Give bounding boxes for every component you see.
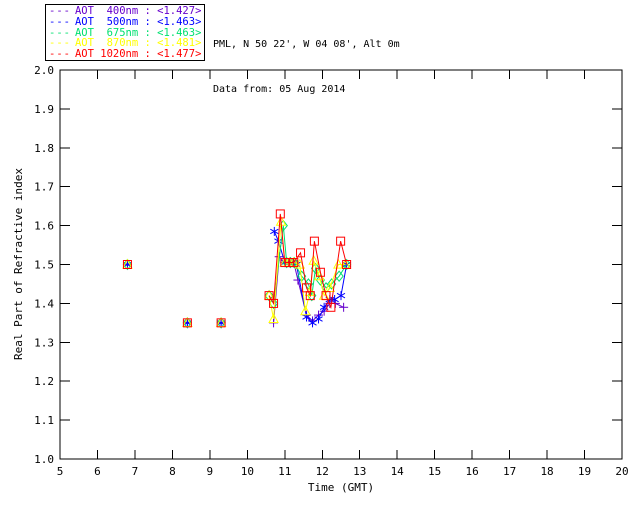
marker-asterisk (314, 316, 323, 322)
legend-entry-2: --- AOT 675nm : <1.463> (49, 26, 204, 39)
marker-diamond (216, 317, 226, 329)
x-tick-label: 14 (391, 465, 405, 478)
x-tick-label: 11 (278, 465, 291, 478)
marker-square (326, 302, 336, 312)
header-date: Data from: 05 Aug 2014 (213, 84, 346, 95)
y-tick-label: 1.6 (34, 220, 54, 233)
marker-square (321, 291, 331, 301)
legend-entry-label: AOT 870nm : <1.481> (74, 37, 202, 50)
x-tick-label: 13 (353, 465, 366, 478)
legend-box: --- AOT 400nm : <1.427> --- AOT 500nm : <1.… (45, 4, 205, 61)
x-tick-label: 20 (615, 465, 628, 478)
y-tick-label: 1.4 (34, 297, 54, 310)
marker-diamond (182, 317, 193, 329)
x-axis-label: Time (GMT) (308, 481, 374, 494)
legend-line-sample: --- (49, 37, 71, 50)
marker-square (275, 209, 285, 219)
y-tick-label: 2.0 (34, 64, 54, 77)
x-tick-label: 16 (466, 465, 479, 478)
x-tick-label: 18 (540, 465, 553, 478)
legend-entry-3: --- AOT 870nm : <1.481> (49, 38, 204, 49)
marker-square (122, 260, 132, 269)
series-aot-1020nm (122, 209, 352, 328)
y-tick-label: 1.2 (34, 375, 54, 388)
x-tick-label: 7 (132, 465, 139, 478)
legend-entry-label: AOT 400nm : <1.427> (74, 5, 202, 17)
x-tick-label: 9 (207, 465, 214, 478)
x-tick-label: 12 (316, 465, 329, 478)
marker-asterisk (270, 228, 279, 235)
marker-square (269, 298, 279, 308)
y-tick-label: 1.3 (34, 336, 54, 349)
marker-square (182, 318, 192, 328)
x-tick-label: 15 (428, 465, 441, 478)
legend-entry-4: --- AOT 1020nm : <1.477> (49, 49, 204, 60)
legend-line-sample: --- (49, 48, 71, 61)
x-tick-label: 8 (169, 465, 176, 478)
y-tick-label: 1.0 (34, 453, 54, 466)
series-layer (122, 209, 352, 329)
legend-entry-1: --- AOT 500nm : <1.463> (49, 15, 204, 28)
marker-triangle (308, 254, 319, 265)
marker-triangle (300, 305, 311, 316)
marker-square (305, 291, 315, 301)
marker-asterisk (302, 314, 311, 320)
series-line (268, 221, 346, 320)
marker-square (336, 236, 346, 246)
legend-entry-0: --- AOT 400nm : <1.427> (49, 6, 204, 17)
axes: 5 6 7 8 9 10 11 12 13 14 15 16 17 18 19 20 1.0 1.1 1.2 1.3 1… (34, 64, 629, 478)
plot-header: PML, N 50 22', W 04 08', Alt 0m Data fro… (213, 7, 400, 127)
marker-square (309, 236, 319, 246)
marker-triangle (333, 258, 344, 269)
marker-square (289, 258, 299, 268)
y-tick-label: 1.1 (34, 414, 54, 427)
legend-line-sample: --- (49, 26, 71, 39)
y-tick-label: 1.9 (34, 103, 54, 116)
header-location: PML, N 50 22', W 04 08', Alt 0m (213, 39, 400, 50)
marker-asterisk (336, 292, 346, 299)
legend-line-sample: --- (49, 15, 71, 28)
x-tick-label: 6 (94, 465, 101, 478)
x-tick-label: 19 (578, 465, 591, 478)
legend-entry-label: AOT 1020nm : <1.477> (74, 48, 202, 61)
marker-square (216, 318, 226, 328)
marker-triangle (268, 313, 279, 324)
marker-diamond (334, 270, 344, 282)
x-tick-label: 5 (57, 465, 64, 478)
marker-diamond (122, 258, 133, 271)
x-tick-label: 10 (241, 465, 254, 478)
marker-square (296, 248, 306, 258)
marker-square (315, 267, 325, 277)
y-tick-label: 1.5 (34, 259, 54, 272)
legend-entry-label: AOT 500nm : <1.463> (74, 15, 202, 28)
y-axis-label: Real Part of Refractive index (12, 168, 25, 360)
y-tick-label: 1.7 (34, 181, 54, 194)
marker-square (342, 260, 352, 269)
marker-diamond (268, 297, 279, 310)
legend-line-sample: --- (49, 5, 71, 17)
x-tick-label: 17 (503, 465, 516, 478)
legend-entry-label: AOT 675nm : <1.463> (74, 26, 202, 39)
y-tick-label: 1.8 (34, 142, 54, 155)
